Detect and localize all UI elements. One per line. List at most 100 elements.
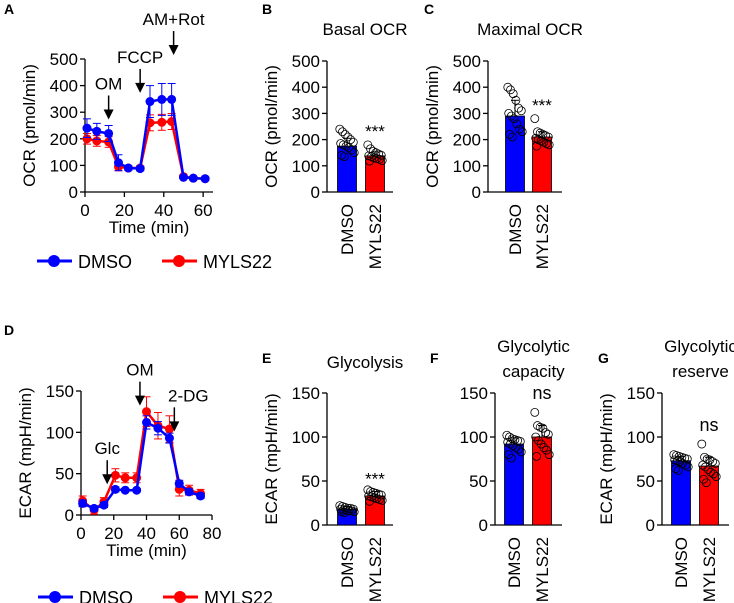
data-point-DMSO: [511, 95, 521, 105]
y-tick-label: 0: [311, 183, 320, 202]
data-point-DMSO: [509, 114, 519, 124]
data-point-DMSO: [514, 103, 523, 113]
data-point-DMSO: [335, 124, 345, 134]
data-point-DMSO: [517, 127, 527, 137]
data-point-DMSO: [344, 143, 354, 152]
annotation-label: OM: [126, 361, 153, 380]
y-tick-label: 100: [50, 156, 78, 175]
data-point-DMSO: [507, 132, 517, 142]
x-tick-label: 0: [80, 201, 89, 220]
data-point-DMSO: [120, 485, 130, 495]
y-tick-label: 0: [479, 516, 488, 535]
y-tick-label: 50: [55, 465, 74, 484]
data-point-DMSO: [347, 145, 356, 155]
legend-label-MYLS22: MYLS22: [203, 252, 272, 272]
x-tick-label: MYLS22: [366, 204, 385, 269]
data-point-DMSO: [349, 148, 359, 158]
y-tick-label: 150: [460, 384, 488, 403]
y-tick-label: 200: [292, 131, 320, 150]
x-tick-label: DMSO: [672, 537, 691, 588]
data-point-MYLS22: [142, 407, 151, 417]
data-point-MYLS22: [542, 445, 551, 455]
y-tick-label: 400: [50, 77, 78, 96]
significance-label: ***: [532, 96, 552, 115]
legend-label-DMSO: DMSO: [79, 588, 133, 603]
data-point-DMSO: [200, 174, 210, 184]
chart-title-line1: Glycolytic: [497, 337, 570, 356]
x-tick-label: 40: [154, 201, 173, 220]
data-point-DMSO: [78, 498, 88, 508]
data-point-DMSO: [104, 128, 114, 138]
annotation-arrowhead: [134, 395, 145, 406]
data-point-MYLS22: [711, 472, 721, 482]
y-tick-label: 0: [65, 506, 74, 525]
significance-label: ***: [365, 122, 385, 141]
y-tick-label: 150: [46, 382, 74, 401]
data-point-DMSO: [164, 433, 174, 443]
annotation-label: 2-DG: [168, 386, 209, 405]
x-axis-label: Time (min): [109, 218, 190, 237]
data-point-MYLS22: [366, 152, 376, 162]
data-point-DMSO: [671, 464, 680, 474]
legend-marker-DMSO: [48, 255, 60, 267]
chart-title: Basal OCR: [322, 20, 407, 39]
data-point-DMSO: [340, 129, 350, 139]
data-point-DMSO: [153, 423, 163, 433]
y-tick-label: 100: [453, 157, 481, 176]
data-point-MYLS22: [701, 478, 711, 488]
data-point-DMSO: [344, 506, 354, 516]
panel-label-B: B: [262, 1, 272, 17]
legend-marker-MYLS22: [174, 591, 186, 603]
y-tick-label: 400: [453, 78, 481, 97]
significance-label: ns: [532, 383, 551, 403]
data-point-MYLS22: [375, 154, 384, 164]
data-point-DMSO: [505, 432, 514, 442]
data-point-DMSO: [338, 140, 348, 150]
y-tick-label: 0: [311, 516, 320, 535]
data-point-MYLS22: [534, 135, 543, 145]
data-point-MYLS22: [533, 421, 542, 430]
chart-title: Glycolysis: [327, 353, 404, 372]
data-point-MYLS22: [701, 462, 710, 472]
y-axis-label: ECAR (mpH/min): [597, 393, 616, 524]
y-tick-label: 0: [472, 183, 481, 202]
legend-marker-DMSO: [49, 591, 61, 603]
chart-title: Maximal OCR: [477, 20, 583, 39]
chart-title-line2: reserve: [672, 362, 729, 381]
data-point-DMSO: [145, 97, 155, 107]
data-point-DMSO: [339, 152, 349, 162]
significance-label: ns: [699, 415, 718, 435]
annotation-arrowhead: [169, 421, 180, 432]
data-point-MYLS22: [110, 470, 120, 480]
annotation-arrowhead: [102, 474, 113, 485]
chart-title-line2: capacity: [502, 362, 565, 381]
data-point-DMSO: [514, 444, 523, 454]
data-point-DMSO: [683, 462, 693, 472]
annotation-arrowhead: [168, 45, 179, 55]
annotation-label: OM: [95, 75, 122, 94]
data-point-DMSO: [337, 150, 347, 160]
data-point-DMSO: [336, 139, 346, 148]
data-point-DMSO: [92, 126, 102, 136]
data-point-DMSO: [178, 172, 188, 182]
data-point-MYLS22: [157, 117, 167, 127]
data-point-DMSO: [505, 129, 515, 139]
y-tick-label: 50: [636, 472, 655, 491]
x-axis-label: Time (min): [106, 541, 187, 560]
annotation-label: FCCP: [117, 48, 163, 67]
panel-label-E: E: [262, 350, 271, 366]
y-tick-label: 300: [292, 104, 320, 123]
annotation-label: Glc: [94, 439, 120, 458]
x-tick-label: 40: [137, 524, 156, 543]
legend-marker-MYLS22: [173, 255, 185, 267]
data-point-DMSO: [338, 127, 347, 137]
x-tick-label: 60: [194, 201, 213, 220]
data-point-MYLS22: [539, 443, 549, 452]
y-tick-label: 300: [50, 103, 78, 122]
data-point-DMSO: [503, 82, 513, 92]
data-point-DMSO: [167, 94, 177, 104]
data-point-MYLS22: [368, 146, 378, 156]
data-point-DMSO: [516, 447, 526, 457]
